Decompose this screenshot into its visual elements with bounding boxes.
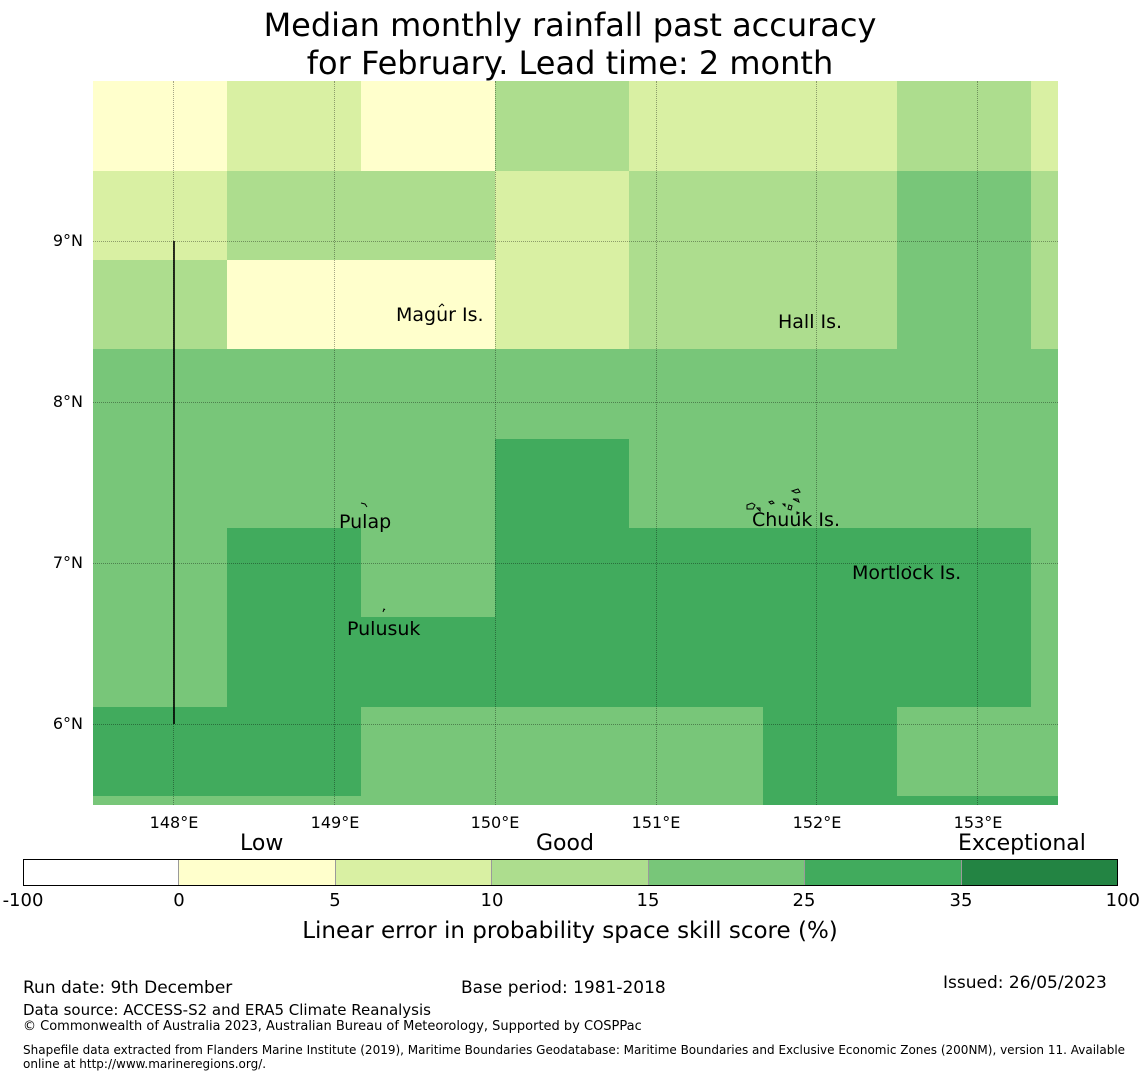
colorbar-segment <box>179 859 336 886</box>
grid-cell <box>93 796 361 805</box>
grid-cell <box>1031 617 1058 707</box>
parallel-line <box>93 724 1058 725</box>
colorbar-segment <box>23 859 180 886</box>
colorbar-tick: 35 <box>949 890 973 911</box>
grid-cell <box>897 796 1058 805</box>
grid-cell <box>227 81 361 171</box>
grid-cell <box>361 528 495 617</box>
grid-cell <box>897 171 1031 260</box>
meridian-line <box>656 81 657 805</box>
grid-cell <box>897 707 1058 796</box>
place-label-pulap: Pulap <box>339 511 392 533</box>
place-label-mortlock: Mortlock Is. <box>852 562 962 584</box>
place-label-pulusuk: Pulusuk <box>347 618 421 640</box>
colorbar-segment <box>805 859 962 886</box>
grid-cell <box>93 171 227 260</box>
grid-cell <box>897 81 1031 171</box>
longitude-label: 151°E <box>631 813 681 832</box>
longitude-label: 153°E <box>953 813 1003 832</box>
latitude-label: 7°N <box>52 553 83 572</box>
map-title: Median monthly rainfall past accuracy fo… <box>0 6 1140 82</box>
grid-cell <box>629 439 1058 528</box>
copyright: © Commonwealth of Australia 2023, Austra… <box>23 1019 642 1034</box>
meridian-line <box>334 81 335 805</box>
title-line-2: for February. Lead time: 2 month <box>306 44 834 82</box>
skill-score-map: Magur Is. Hall Is. Pulap Chuuk Is. Mortl… <box>93 81 1058 805</box>
grid-cell <box>1031 171 1058 260</box>
issued-date: Issued: 26/05/2023 <box>943 973 1107 993</box>
grid-cell <box>93 617 227 707</box>
grid-cell <box>495 528 1031 617</box>
meridian-line <box>816 81 817 805</box>
data-source: Data source: ACCESS-S2 and ERA5 Climate … <box>23 1001 431 1019</box>
colorbar-tick: 15 <box>636 890 660 911</box>
grid-cell <box>93 349 1058 439</box>
longitude-label: 152°E <box>792 813 842 832</box>
grid-cell <box>495 260 629 349</box>
pulusuk-island-outline <box>382 608 386 613</box>
colorbar-tick: 5 <box>329 890 341 911</box>
colorbar-tick: -100 <box>2 890 44 911</box>
parallel-line <box>93 563 1058 564</box>
parallel-line <box>93 241 1058 242</box>
grid-cell <box>495 81 629 171</box>
grid-cell <box>629 171 897 260</box>
base-period: Base period: 1981-2018 <box>461 978 666 998</box>
colorbar-frame <box>23 859 1118 886</box>
grid-cell <box>227 260 495 349</box>
grid-cell <box>1031 528 1058 617</box>
grid-cell <box>93 81 227 171</box>
place-label-magur: Magur Is. <box>396 304 484 326</box>
grid-cell <box>227 171 495 260</box>
grid-cell <box>495 439 629 528</box>
place-label-chuuk: Chuuk Is. <box>752 509 840 531</box>
grid-cell <box>227 617 1031 707</box>
parallel-line <box>93 402 1058 403</box>
grid-cell <box>93 439 495 528</box>
colorbar-segment <box>648 859 806 886</box>
chuuk-islands-outline <box>746 488 801 515</box>
title-line-1: Median monthly rainfall past accuracy <box>263 6 877 44</box>
grid-cell <box>361 81 495 171</box>
magur-island-outline <box>438 303 445 308</box>
colorbar-segment <box>492 859 649 886</box>
longitude-label: 149°E <box>310 813 360 832</box>
grid-cell <box>763 707 897 805</box>
colorbar-tick: 25 <box>792 890 816 911</box>
meridian-line <box>495 81 496 805</box>
grid-cell <box>495 171 629 260</box>
colorbar-tick: 100 <box>1105 890 1140 911</box>
colorbar-tick: 0 <box>173 890 185 911</box>
mortlock-island-outline <box>908 565 912 569</box>
colorbar-category-good: Good <box>536 831 594 856</box>
grid-cell <box>93 260 227 349</box>
shapefile-credit: Shapefile data extracted from Flanders M… <box>23 1043 1126 1071</box>
grid-cell <box>629 260 897 349</box>
meridian-line <box>977 81 978 805</box>
grid-cell <box>1031 81 1058 171</box>
pulap-island-outline <box>360 502 368 508</box>
colorbar-category-low: Low <box>240 831 284 856</box>
grid-cell <box>93 528 227 617</box>
boundary-and-islands <box>173 241 912 724</box>
grid-cell <box>361 707 763 805</box>
latitude-label: 8°N <box>52 392 83 411</box>
colorbar-category-exceptional: Exceptional <box>958 831 1086 856</box>
longitude-label: 150°E <box>470 813 520 832</box>
latitude-label: 9°N <box>52 231 83 250</box>
grid-cell <box>227 528 361 617</box>
colorbar-axis-label: Linear error in probability space skill … <box>302 918 838 944</box>
grid-cell <box>93 707 361 796</box>
grid-cell <box>629 81 897 171</box>
colorbar-segment <box>335 859 493 886</box>
colorbar-tick: 10 <box>480 890 504 911</box>
run-date: Run date: 9th December <box>23 978 233 998</box>
place-label-hall: Hall Is. <box>778 311 843 333</box>
latitude-label: 6°N <box>52 714 83 733</box>
grid-cell <box>1031 260 1058 349</box>
longitude-label: 148°E <box>149 813 199 832</box>
grid-cell <box>897 260 1031 349</box>
